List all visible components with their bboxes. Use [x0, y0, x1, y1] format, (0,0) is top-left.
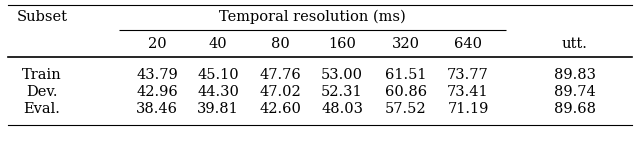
Text: 71.19: 71.19: [447, 102, 489, 116]
Text: 42.96: 42.96: [136, 85, 178, 99]
Text: 80: 80: [271, 37, 289, 51]
Text: 44.30: 44.30: [197, 85, 239, 99]
Text: 40: 40: [209, 37, 227, 51]
Text: 73.41: 73.41: [447, 85, 489, 99]
Text: utt.: utt.: [562, 37, 588, 51]
Text: 61.51: 61.51: [385, 68, 427, 82]
Text: 38.46: 38.46: [136, 102, 178, 116]
Text: 73.77: 73.77: [447, 68, 489, 82]
Text: 53.00: 53.00: [321, 68, 363, 82]
Text: 42.60: 42.60: [259, 102, 301, 116]
Text: 89.68: 89.68: [554, 102, 596, 116]
Text: 47.02: 47.02: [259, 85, 301, 99]
Text: 160: 160: [328, 37, 356, 51]
Text: Temporal resolution (ms): Temporal resolution (ms): [219, 10, 406, 24]
Text: 48.03: 48.03: [321, 102, 363, 116]
Text: 43.79: 43.79: [136, 68, 178, 82]
Text: 52.31: 52.31: [321, 85, 363, 99]
Text: 47.76: 47.76: [259, 68, 301, 82]
Text: 39.81: 39.81: [197, 102, 239, 116]
Text: Dev.: Dev.: [26, 85, 58, 99]
Text: 45.10: 45.10: [197, 68, 239, 82]
Text: 20: 20: [148, 37, 166, 51]
Text: 57.52: 57.52: [385, 102, 427, 116]
Text: 89.74: 89.74: [554, 85, 596, 99]
Text: 320: 320: [392, 37, 420, 51]
Text: Train: Train: [22, 68, 62, 82]
Text: 60.86: 60.86: [385, 85, 427, 99]
Text: 640: 640: [454, 37, 482, 51]
Text: 89.83: 89.83: [554, 68, 596, 82]
Text: Eval.: Eval.: [24, 102, 60, 116]
Text: Subset: Subset: [17, 10, 67, 24]
